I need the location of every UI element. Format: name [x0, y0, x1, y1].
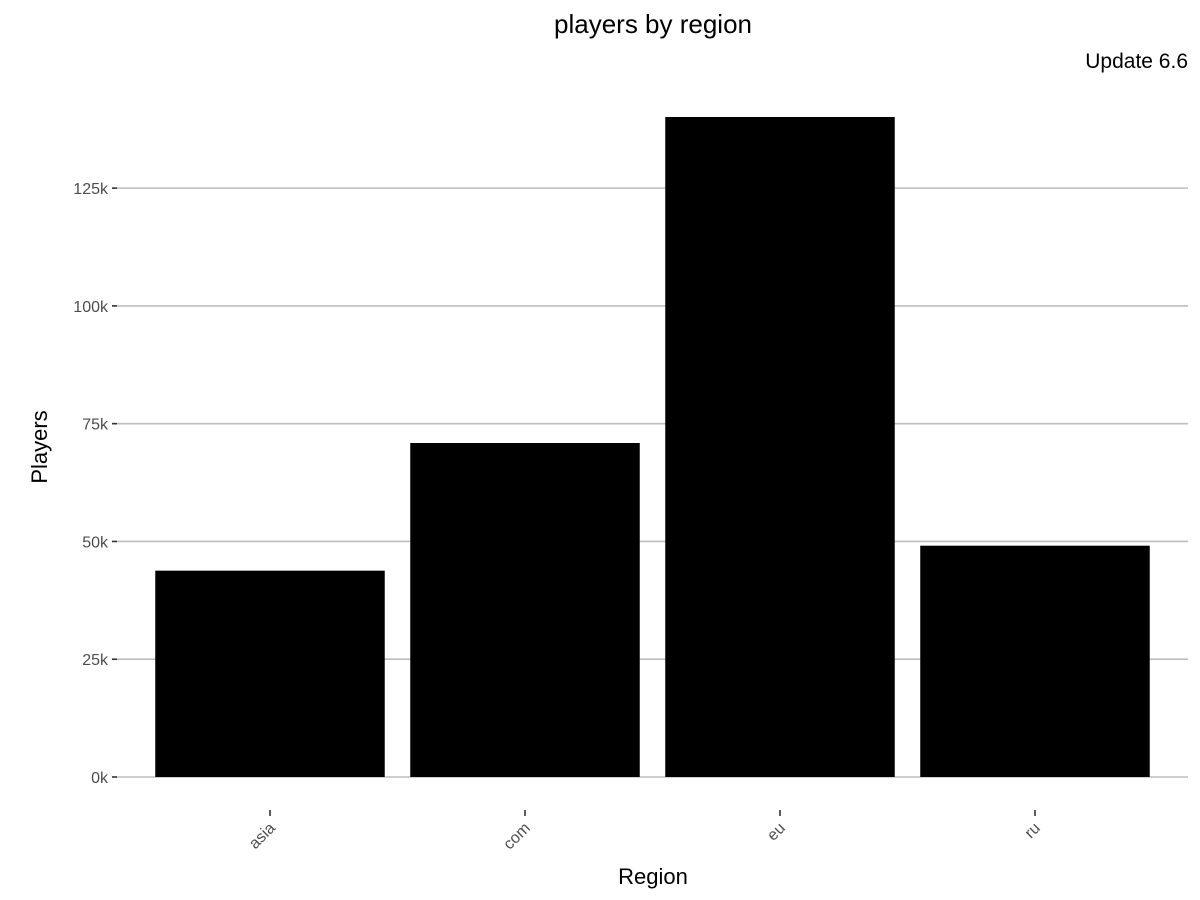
y-axis-title: Players	[27, 410, 52, 483]
x-tick-label: eu	[764, 820, 789, 845]
y-axis: 0k 25k 50k 75k 100k 125k	[73, 181, 117, 787]
x-tick-label: asia	[246, 820, 279, 853]
y-tick-label: 0k	[91, 770, 109, 787]
x-axis-title: Region	[618, 864, 688, 889]
bar-asia	[155, 570, 385, 777]
bar-ru	[920, 545, 1150, 777]
y-tick-label: 25k	[82, 652, 109, 669]
bars	[155, 117, 1150, 777]
y-tick-label: 125k	[73, 181, 109, 198]
y-tick-label: 50k	[82, 534, 109, 551]
bar-com	[410, 442, 640, 777]
chart-subtitle: Update 6.6	[1085, 50, 1188, 73]
x-tick-label: com	[500, 820, 533, 853]
chart-title: players by region	[554, 9, 752, 39]
x-axis: asia com eu ru	[246, 810, 1044, 853]
y-tick-label: 75k	[82, 417, 109, 434]
bar-eu	[665, 117, 895, 777]
x-tick-label: ru	[1022, 820, 1044, 842]
y-tick-label: 100k	[73, 299, 109, 316]
